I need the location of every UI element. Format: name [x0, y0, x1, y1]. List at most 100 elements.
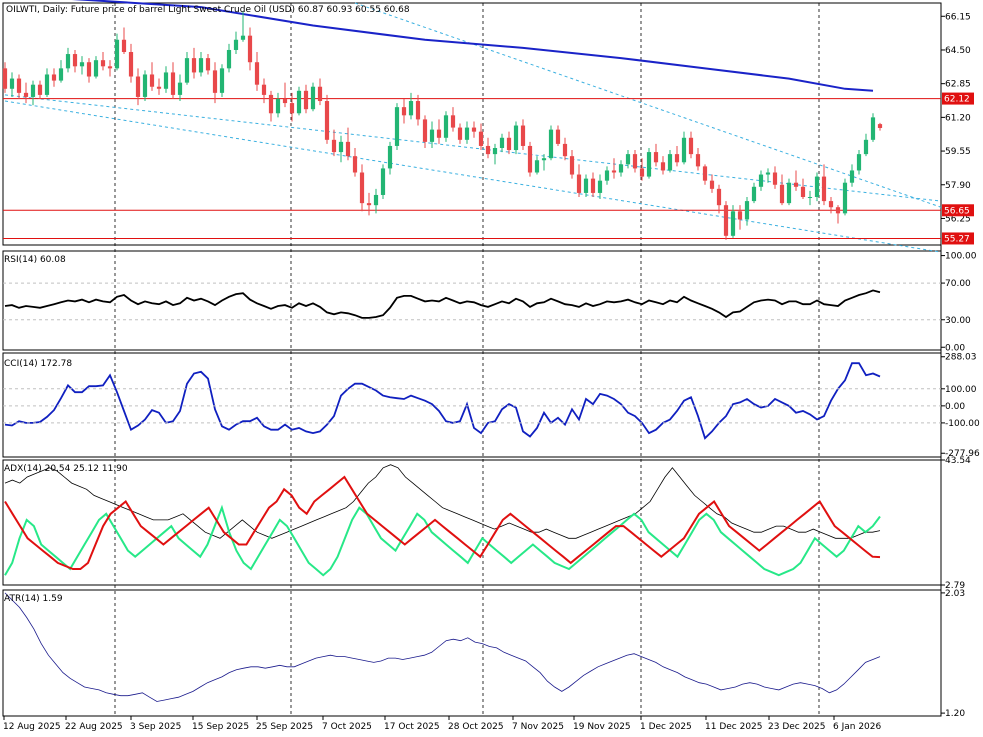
candle[interactable] [639, 158, 645, 181]
candle[interactable] [618, 160, 624, 177]
candle[interactable] [198, 52, 204, 77]
candle[interactable] [723, 201, 729, 240]
candle[interactable] [751, 182, 757, 204]
candle[interactable] [359, 164, 365, 212]
candle[interactable] [548, 125, 554, 161]
candle[interactable] [604, 166, 610, 185]
candle[interactable] [471, 121, 477, 138]
candle[interactable] [821, 164, 827, 206]
candle[interactable] [156, 78, 162, 95]
candle[interactable] [121, 27, 127, 55]
minus-di-line[interactable] [4, 475, 881, 570]
candle[interactable] [205, 54, 211, 75]
candle[interactable] [856, 150, 862, 175]
candle[interactable] [247, 27, 253, 71]
candle[interactable] [660, 156, 666, 175]
candle[interactable] [681, 131, 687, 165]
candle[interactable] [842, 178, 848, 216]
candle[interactable] [870, 113, 876, 142]
candle[interactable] [527, 141, 533, 177]
candle[interactable] [44, 68, 50, 97]
candle[interactable] [765, 168, 771, 183]
candle[interactable] [520, 119, 526, 151]
candle[interactable] [786, 178, 792, 206]
candle[interactable] [142, 70, 148, 102]
rsi-line[interactable] [4, 289, 881, 319]
candle[interactable] [170, 62, 176, 99]
candle[interactable] [674, 145, 680, 167]
candle[interactable] [555, 125, 561, 146]
candle[interactable] [37, 80, 43, 99]
candle[interactable] [541, 154, 547, 171]
candle[interactable] [737, 205, 743, 230]
candle[interactable] [9, 72, 15, 97]
candle[interactable] [107, 60, 113, 77]
candle[interactable] [128, 43, 134, 83]
candle[interactable] [184, 52, 190, 85]
candle[interactable] [345, 127, 351, 161]
candle[interactable] [485, 137, 491, 159]
price-panel[interactable] [2, 0, 942, 253]
candle[interactable] [800, 178, 806, 200]
candle[interactable] [177, 74, 183, 102]
candle[interactable] [331, 129, 337, 157]
candle[interactable] [807, 190, 813, 206]
candle[interactable] [709, 174, 715, 193]
candle[interactable] [289, 92, 295, 122]
candle[interactable] [772, 166, 778, 189]
candle[interactable] [16, 74, 22, 99]
candle[interactable] [30, 80, 36, 106]
candle[interactable] [212, 62, 218, 104]
candle[interactable] [730, 205, 736, 238]
candle[interactable] [443, 111, 449, 142]
candle[interactable] [240, 11, 246, 42]
candle[interactable] [219, 64, 225, 97]
candle[interactable] [163, 66, 169, 93]
candle[interactable] [408, 92, 414, 120]
candle[interactable] [877, 122, 883, 131]
candle[interactable] [387, 141, 393, 175]
candle[interactable] [653, 143, 659, 167]
candle[interactable] [457, 123, 463, 144]
candle[interactable] [394, 103, 400, 151]
candle[interactable] [583, 174, 589, 198]
candle[interactable] [324, 94, 330, 144]
candle[interactable] [716, 184, 722, 214]
candle[interactable] [380, 164, 386, 200]
candle[interactable] [338, 135, 344, 163]
candle[interactable] [569, 150, 575, 179]
candle[interactable] [191, 47, 197, 79]
moving-average-line[interactable] [5, 0, 874, 92]
candle[interactable] [233, 31, 239, 55]
candle[interactable] [863, 133, 869, 157]
candle[interactable] [590, 172, 596, 198]
candle[interactable] [793, 170, 799, 191]
candle[interactable] [93, 56, 99, 79]
candle[interactable] [632, 150, 638, 173]
candle[interactable] [282, 82, 288, 108]
candle[interactable] [576, 164, 582, 198]
candle[interactable] [779, 174, 785, 206]
candle[interactable] [492, 143, 498, 165]
candle[interactable] [226, 43, 232, 73]
candle[interactable] [464, 121, 470, 144]
candle[interactable] [534, 156, 540, 175]
candle[interactable] [506, 131, 512, 155]
candle[interactable] [100, 52, 106, 71]
candle[interactable] [373, 188, 379, 214]
candle[interactable] [429, 121, 435, 148]
candle[interactable] [72, 49, 78, 73]
candle[interactable] [702, 164, 708, 185]
candle[interactable] [758, 170, 764, 191]
candle[interactable] [303, 84, 309, 114]
candle[interactable] [352, 147, 358, 177]
candle[interactable] [86, 58, 92, 83]
candle[interactable] [79, 56, 85, 75]
plus-di-line[interactable] [4, 504, 881, 577]
candle[interactable] [597, 174, 603, 200]
candle[interactable] [310, 82, 316, 112]
candle[interactable] [415, 94, 421, 126]
candle[interactable] [814, 172, 820, 202]
atr-line[interactable] [4, 592, 881, 702]
